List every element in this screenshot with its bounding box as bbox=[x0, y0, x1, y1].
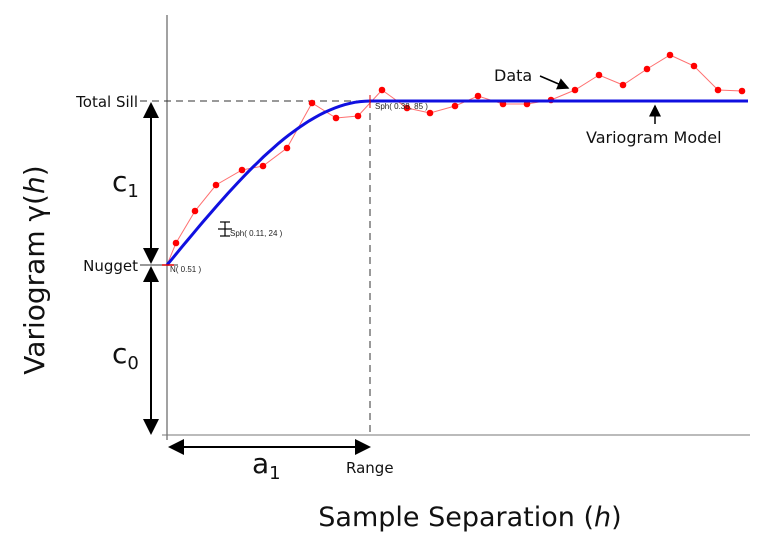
data-point bbox=[595, 71, 603, 79]
data-point bbox=[738, 87, 746, 95]
sph1-annotation: Sph( 0.11, 24 ) bbox=[230, 229, 283, 238]
data-point bbox=[238, 166, 246, 174]
data-point bbox=[571, 86, 579, 94]
data-point bbox=[308, 99, 316, 107]
data-point bbox=[714, 86, 722, 94]
data-point bbox=[619, 81, 627, 89]
data-point bbox=[259, 162, 267, 170]
data-point bbox=[354, 112, 362, 120]
data-point bbox=[332, 114, 340, 122]
data-point bbox=[172, 239, 180, 247]
x-axis-title: Sample Separation (h) bbox=[318, 502, 621, 533]
model-label: Variogram Model bbox=[586, 128, 722, 147]
data-label: Data bbox=[494, 66, 532, 85]
sph1-marker bbox=[218, 221, 232, 237]
c0-label: c0 bbox=[112, 337, 139, 374]
nugget-label: Nugget bbox=[83, 257, 138, 275]
a1-label: a1 bbox=[252, 447, 281, 484]
data-line bbox=[166, 54, 743, 266]
sph2-annotation: Sph( 0.38, 85 ) bbox=[375, 102, 428, 111]
data-point bbox=[191, 207, 199, 215]
data-point bbox=[212, 181, 220, 189]
data-point bbox=[426, 109, 434, 117]
data-point bbox=[666, 51, 674, 59]
data-point bbox=[474, 92, 482, 100]
data-point bbox=[378, 86, 386, 94]
range-label: Range bbox=[346, 459, 394, 477]
variogram-model-curve bbox=[165, 99, 748, 266]
data-series bbox=[166, 51, 746, 266]
y-axis-title: Variogram γ(h) bbox=[18, 165, 51, 374]
total-sill-label: Total Sill bbox=[75, 93, 138, 111]
c1-label: c1 bbox=[112, 165, 139, 202]
data-point bbox=[643, 65, 651, 73]
data-point bbox=[690, 62, 698, 70]
data-point bbox=[403, 104, 411, 112]
data-pointer-arrow bbox=[539, 75, 570, 90]
data-point bbox=[451, 102, 459, 110]
data-point bbox=[283, 144, 291, 152]
nugget-annotation: N( 0.51 ) bbox=[170, 265, 201, 274]
